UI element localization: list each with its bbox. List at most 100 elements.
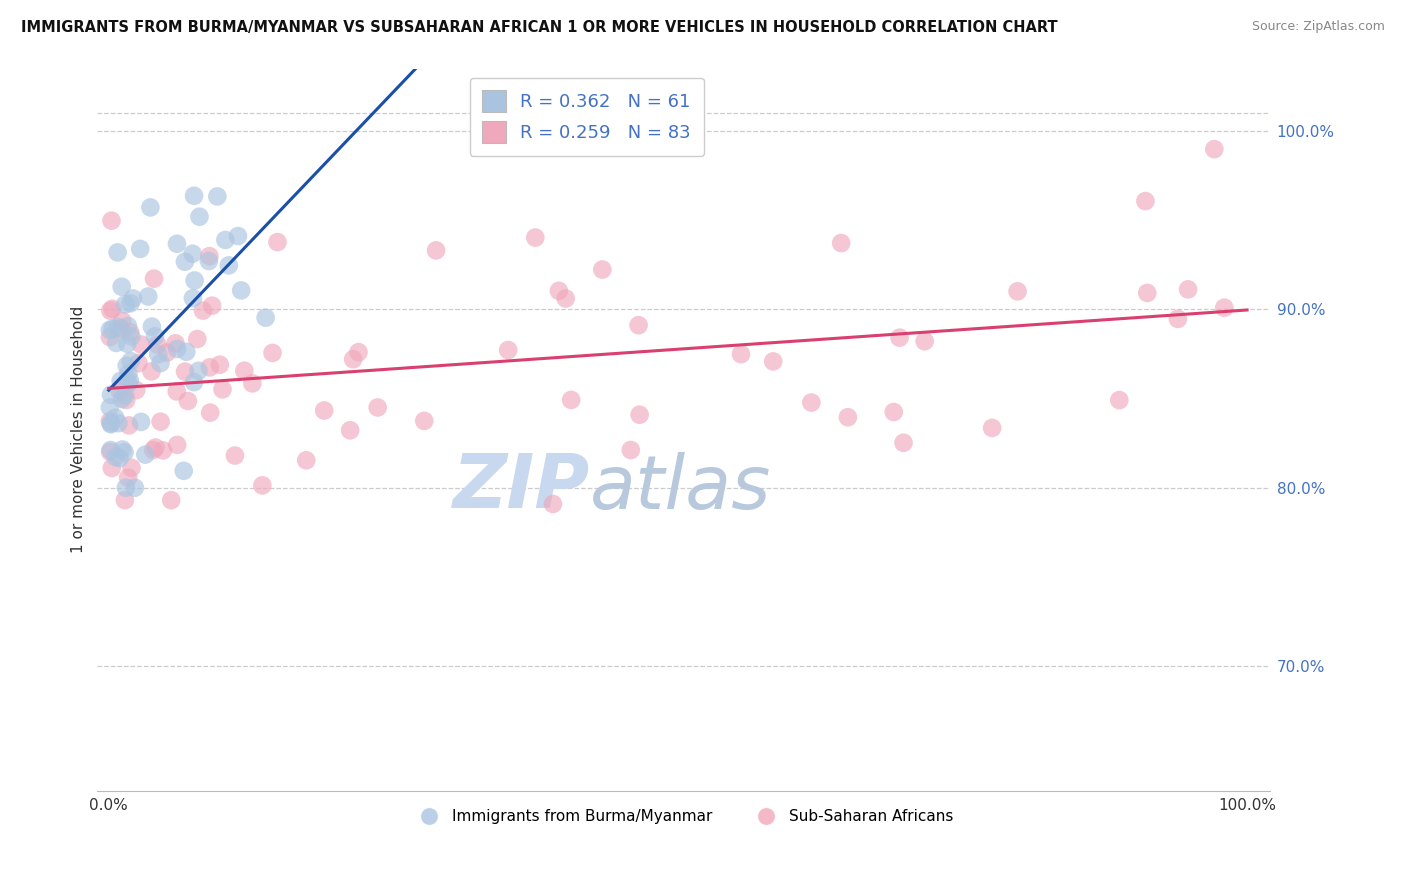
Point: [187, 364, 209, 378]
Point: [413, 414, 436, 428]
Point: [100, 388, 122, 402]
Point: [122, 292, 145, 306]
Point: [183, 375, 205, 389]
Point: [125, 383, 148, 397]
Point: [181, 291, 204, 305]
Point: [143, 329, 166, 343]
Point: [554, 292, 576, 306]
Point: [115, 481, 138, 495]
Point: [266, 235, 288, 249]
Point: [141, 364, 163, 378]
Point: [183, 273, 205, 287]
Point: [367, 401, 389, 415]
Point: [837, 410, 859, 425]
Point: [100, 442, 122, 457]
Point: [114, 297, 136, 311]
Point: [889, 331, 911, 345]
Point: [129, 242, 152, 256]
Point: [830, 236, 852, 251]
Point: [136, 289, 159, 303]
Point: [101, 301, 124, 316]
Y-axis label: 1 or more Vehicles in Household: 1 or more Vehicles in Household: [72, 306, 86, 553]
Point: [148, 347, 170, 361]
Point: [166, 384, 188, 399]
Point: [114, 493, 136, 508]
Point: [231, 284, 253, 298]
Point: [173, 464, 195, 478]
Point: [114, 445, 136, 459]
Point: [104, 450, 127, 464]
Point: [295, 453, 318, 467]
Point: [207, 189, 229, 203]
Point: [166, 236, 188, 251]
Point: [174, 254, 197, 268]
Point: [198, 254, 221, 268]
Point: [342, 352, 364, 367]
Point: [98, 401, 121, 415]
Text: Source: ZipAtlas.com: Source: ZipAtlas.com: [1251, 20, 1385, 33]
Point: [145, 441, 167, 455]
Point: [177, 394, 200, 409]
Point: [262, 346, 284, 360]
Point: [149, 356, 172, 370]
Point: [120, 354, 142, 368]
Point: [152, 443, 174, 458]
Point: [115, 359, 138, 373]
Point: [425, 244, 447, 258]
Point: [160, 493, 183, 508]
Point: [143, 271, 166, 285]
Point: [118, 418, 141, 433]
Point: [118, 374, 141, 388]
Point: [98, 414, 121, 428]
Point: [883, 405, 905, 419]
Point: [1007, 285, 1029, 299]
Point: [128, 356, 150, 370]
Point: [183, 188, 205, 202]
Point: [98, 330, 121, 344]
Point: [111, 314, 134, 328]
Point: [339, 423, 361, 437]
Point: [107, 320, 129, 334]
Point: [762, 354, 785, 368]
Point: [560, 392, 582, 407]
Point: [188, 210, 211, 224]
Point: [226, 229, 249, 244]
Point: [1204, 142, 1226, 156]
Point: [547, 284, 569, 298]
Point: [117, 471, 139, 485]
Point: [111, 392, 134, 406]
Point: [541, 497, 564, 511]
Point: [101, 322, 124, 336]
Point: [100, 417, 122, 431]
Text: atlas: atlas: [589, 451, 770, 524]
Point: [100, 417, 122, 432]
Point: [110, 321, 132, 335]
Point: [800, 395, 823, 409]
Point: [107, 416, 129, 430]
Point: [981, 421, 1004, 435]
Point: [98, 445, 121, 459]
Point: [347, 345, 370, 359]
Point: [115, 336, 138, 351]
Point: [524, 230, 547, 244]
Point: [139, 201, 162, 215]
Point: [1177, 282, 1199, 296]
Point: [591, 262, 613, 277]
Point: [628, 408, 651, 422]
Point: [254, 310, 277, 325]
Point: [115, 392, 138, 407]
Point: [1136, 285, 1159, 300]
Point: [176, 344, 198, 359]
Point: [120, 329, 142, 343]
Point: [211, 382, 233, 396]
Point: [134, 448, 156, 462]
Point: [198, 249, 221, 263]
Point: [1108, 393, 1130, 408]
Point: [100, 213, 122, 227]
Point: [146, 337, 169, 351]
Point: [121, 460, 143, 475]
Point: [218, 259, 240, 273]
Point: [166, 342, 188, 356]
Point: [496, 343, 519, 357]
Point: [98, 303, 121, 318]
